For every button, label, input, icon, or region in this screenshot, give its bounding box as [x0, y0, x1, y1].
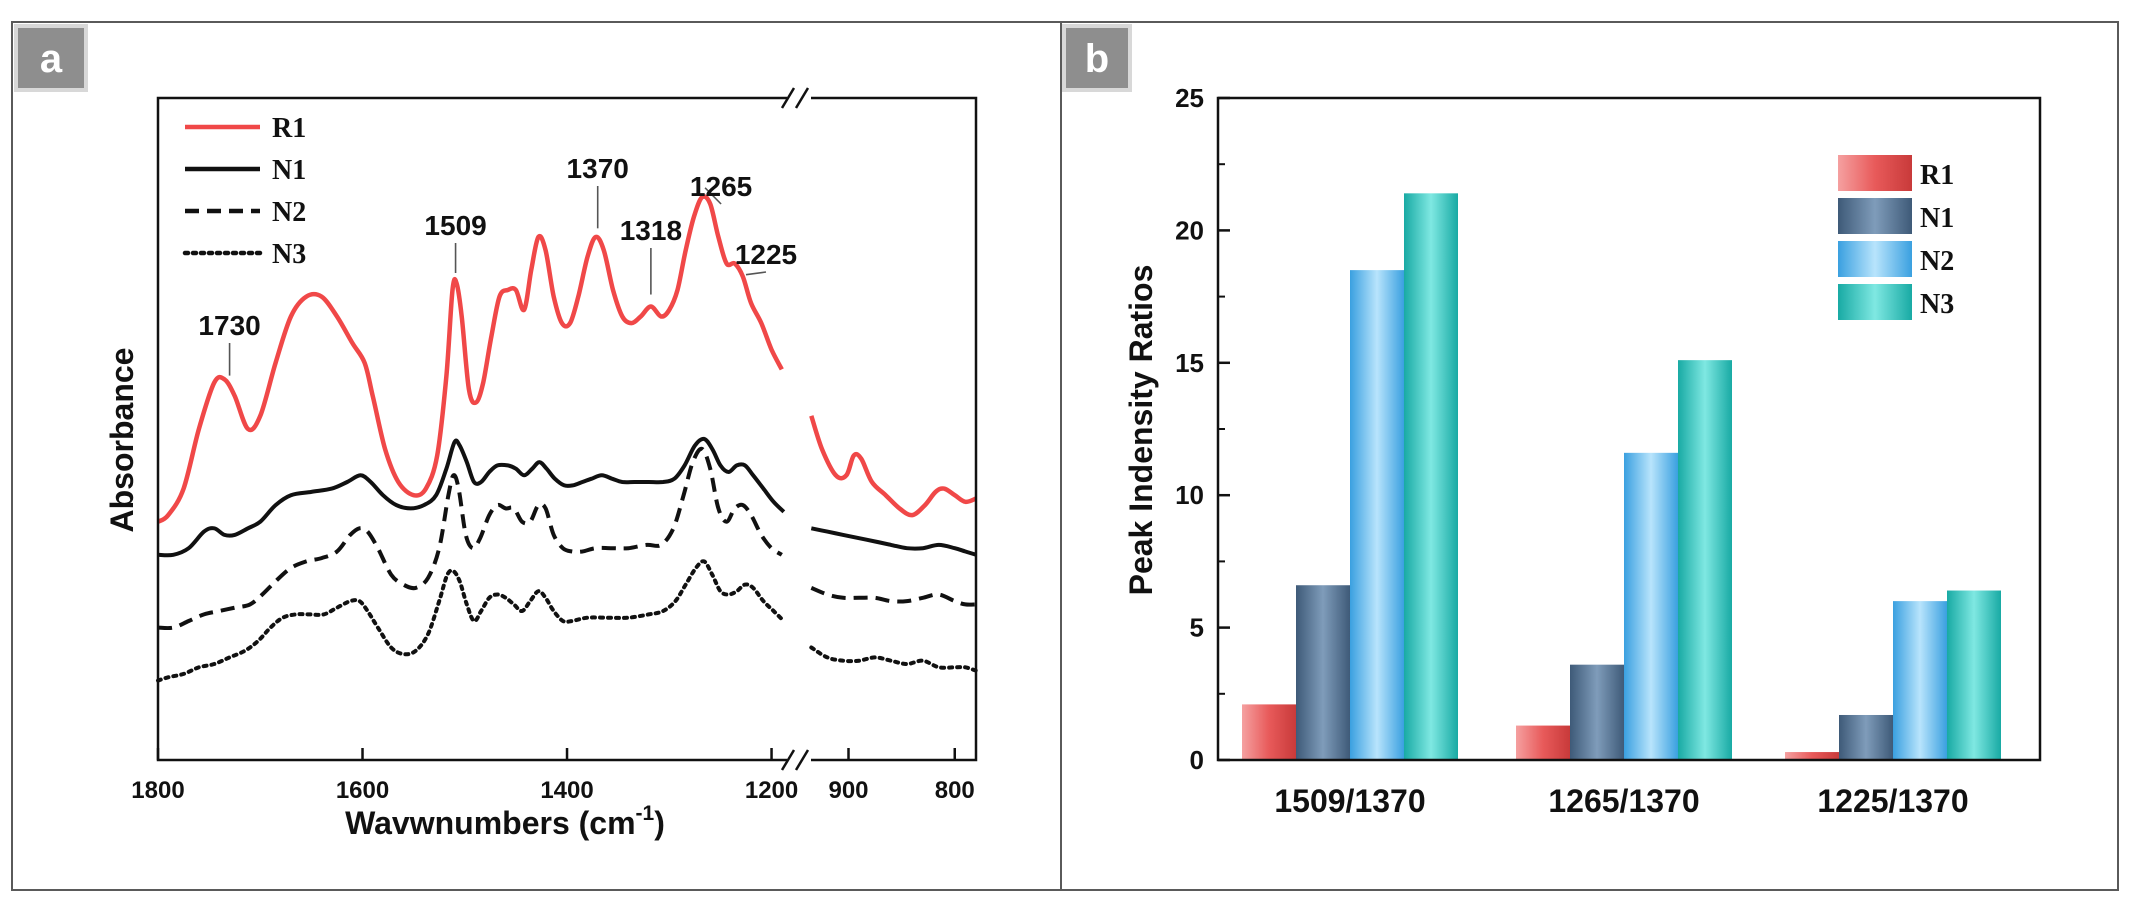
- spectra-chart: 1800 1600 1400 1200 900 800 17301509137013181…: [104, 87, 978, 841]
- bar-r1-1509-1370: [1242, 704, 1296, 760]
- y-tick-label: 15: [1175, 348, 1204, 378]
- peak-label-1318: 1318: [620, 215, 682, 246]
- ratio-y-ticks: 0 5 10 15 20 25: [1175, 83, 1230, 775]
- spectra-y-axis-label: Absorbance: [104, 348, 140, 533]
- y-tick-label: 0: [1190, 745, 1204, 775]
- bar-n1-1265-1370: [1570, 664, 1624, 760]
- series-line-n2-right: [810, 586, 977, 607]
- ratio-bar-chart: 0 5 10 15 20 25 1509/1370 1265/1370 1225/1370 R…: [1123, 83, 2042, 819]
- y-tick-label: 10: [1175, 480, 1204, 510]
- x-tick-label: 1400: [540, 777, 593, 804]
- legend-swatch-r1: [1838, 155, 1912, 191]
- spectra-x-axis-label: Wavwnumbers (cm-1): [345, 802, 665, 841]
- x-tick-label: 1600: [336, 777, 389, 804]
- peak-leader-line: [704, 187, 722, 205]
- spectra-series-group: [156, 194, 978, 683]
- category-label: 1265/1370: [1548, 783, 1699, 819]
- legend-swatch-n1: [1838, 198, 1912, 234]
- legend-label-n1: N1: [272, 155, 306, 186]
- bar-r1-1225-1370: [1785, 752, 1839, 760]
- figure-frame: [11, 21, 2119, 891]
- series-line-n1-right: [810, 526, 977, 557]
- peak-label-1265: 1265: [690, 171, 752, 202]
- bar-n2-1509-1370: [1350, 270, 1404, 760]
- bar-r1-1265-1370: [1516, 725, 1570, 760]
- legend-label-r1: R1: [272, 113, 306, 144]
- series-line-n1: [157, 436, 786, 558]
- peak-label-1225: 1225: [735, 239, 797, 270]
- bar-n3-1265-1370: [1678, 360, 1732, 760]
- spectra-legend: R1 N1 N2 N3: [182, 113, 306, 270]
- category-label: 1225/1370: [1817, 783, 1968, 819]
- panel-b-badge: b: [1062, 24, 1132, 92]
- x-tick-label: 1200: [745, 777, 798, 804]
- panel-a-badge: a: [14, 24, 88, 92]
- series-line-r1-right: [809, 415, 977, 518]
- bar-n1-1225-1370: [1839, 714, 1893, 760]
- x-tick-label: 800: [935, 777, 975, 804]
- axis-break-marks-top: [780, 87, 810, 109]
- bar-n3-1225-1370: [1947, 590, 2001, 760]
- bar-n2-1265-1370: [1624, 452, 1678, 760]
- panel-a-letter: a: [40, 37, 63, 81]
- spectra-x-ticks: 1800 1600 1400 1200 900 800: [131, 748, 975, 804]
- bar-n1-1509-1370: [1296, 585, 1350, 760]
- series-line-n3: [156, 559, 786, 683]
- legend-label-n3: N3: [272, 239, 306, 270]
- legend-swatch-n2: [1838, 241, 1912, 277]
- bar-n3-1509-1370: [1404, 193, 1458, 760]
- panel-b-letter: b: [1085, 37, 1109, 81]
- bar-n2-1225-1370: [1893, 601, 1947, 760]
- peak-label-1370: 1370: [567, 153, 629, 184]
- y-tick-label: 5: [1190, 613, 1204, 643]
- ratio-y-axis-label: Peak Indensity Ratios: [1123, 265, 1159, 596]
- legend-label-n3: N3: [1920, 289, 1954, 320]
- category-label: 1509/1370: [1274, 783, 1425, 819]
- peak-leader-line: [745, 271, 767, 276]
- x-axis-label-superscript: -1: [636, 802, 655, 825]
- x-axis-label-closing: ): [654, 805, 665, 841]
- axis-break-marks-bottom: [780, 749, 810, 771]
- x-tick-label: 1800: [131, 777, 184, 804]
- legend-label-n1: N1: [1920, 203, 1954, 234]
- x-axis-label-text: Wavwnumbers (cm: [345, 805, 635, 841]
- peak-annotations: 1730 1509 1370 1318 1265 1225: [198, 153, 797, 376]
- y-tick-label: 20: [1175, 215, 1204, 245]
- peak-label-1730: 1730: [198, 310, 260, 341]
- x-tick-label: 900: [828, 777, 868, 804]
- legend-label-n2: N2: [272, 197, 306, 228]
- series-line-n2: [157, 446, 783, 631]
- peak-label-1509: 1509: [424, 210, 486, 241]
- legend-label-n2: N2: [1920, 246, 1954, 277]
- legend-label-r1: R1: [1920, 160, 1954, 191]
- ratio-category-labels: 1509/1370 1265/1370 1225/1370: [1274, 783, 1968, 819]
- series-line-n3-right: [809, 645, 978, 673]
- ratio-bars: [1242, 193, 2001, 760]
- legend-swatch-n3: [1838, 284, 1912, 320]
- series-line-r1: [156, 194, 784, 524]
- ratio-legend: R1 N1 N2 N3: [1838, 155, 1954, 320]
- y-tick-label: 25: [1175, 83, 1204, 113]
